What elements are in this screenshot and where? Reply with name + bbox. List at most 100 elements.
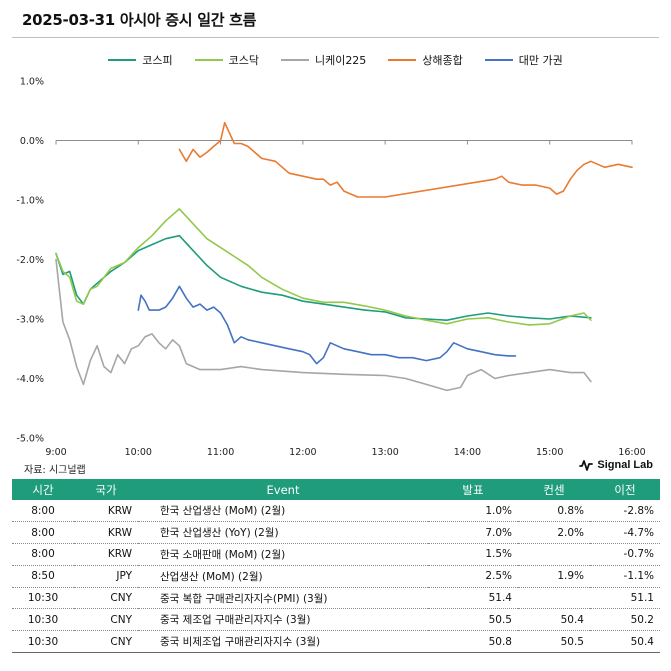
cell-event: 한국 산업생산 (YoY) (2월)	[138, 521, 428, 545]
legend-swatch-kosdaq	[194, 59, 223, 61]
cell-previous: 51.1	[590, 587, 660, 610]
cell-actual: 51.4	[428, 587, 518, 610]
x-tick-label: 14:00	[454, 447, 481, 458]
series-line-nikkei	[55, 258, 592, 392]
legend-item-kospi: 코스피	[108, 52, 173, 68]
cell-country: CNY	[74, 630, 138, 654]
y-tick-label: -5.0%	[16, 434, 44, 445]
x-tick-label: 13:00	[371, 447, 398, 458]
signal-wave-icon	[579, 460, 594, 471]
col-previous: 이전	[590, 479, 660, 500]
cell-event: 중국 비제조업 구매관리자지수 (3월)	[138, 630, 428, 654]
cell-previous: -1.1%	[590, 565, 660, 588]
title-divider	[12, 37, 659, 38]
cell-event: 중국 제조업 구매관리자지수 (3월)	[138, 608, 428, 632]
cell-time: 8:00	[12, 543, 74, 566]
legend-item-nikkei: 니케이225	[280, 52, 367, 68]
x-tick-label: 11:00	[207, 447, 234, 458]
table-row: 10:30 CNY 중국 복합 구매관리자지수(PMI) (3월) 51.4 51.1	[12, 587, 660, 610]
y-tick-label: 0.0%	[20, 136, 44, 147]
cell-previous: 50.4	[590, 630, 660, 654]
x-tick-label: 10:00	[125, 447, 152, 458]
cell-event: 한국 산업생산 (MoM) (2월)	[138, 500, 428, 523]
table-row: 8:00 KRW 한국 산업생산 (MoM) (2월) 1.0% 0.8% -2.8%	[12, 500, 660, 523]
cell-time: 10:30	[12, 608, 74, 632]
legend-swatch-shanghai	[388, 59, 417, 61]
cell-time: 8:50	[12, 565, 74, 588]
cell-consensus: 50.4	[518, 608, 590, 632]
cell-previous: -4.7%	[590, 521, 660, 545]
legend-label-kospi: 코스피	[142, 54, 173, 67]
brand-logo: Signal Lab	[579, 459, 653, 471]
cell-previous: -0.7%	[590, 543, 660, 566]
col-consensus: 컨센	[518, 479, 590, 500]
cell-country: KRW	[74, 543, 138, 566]
y-tick-label: -3.0%	[16, 315, 44, 326]
table-row: 10:30 CNY 중국 비제조업 구매관리자지수 (3월) 50.8 50.5 50.4	[12, 630, 660, 654]
cell-consensus: 1.9%	[518, 565, 590, 588]
y-tick-label: -4.0%	[16, 374, 44, 385]
legend-label-taiwan: 대만 가권	[518, 54, 563, 67]
cell-actual: 50.8	[428, 630, 518, 654]
x-tick-label: 12:00	[289, 447, 316, 458]
legend-item-taiwan: 대만 가권	[484, 52, 563, 68]
cell-time: 10:30	[12, 630, 74, 654]
economic-calendar-table: 시간 국가 Event 발표 컨센 이전 8:00 KRW 한국 산업생산 (MoM…	[12, 479, 660, 654]
col-event: Event	[138, 479, 428, 500]
y-tick-label: -2.0%	[16, 255, 44, 266]
cell-country: CNY	[74, 587, 138, 610]
cell-actual: 1.0%	[428, 500, 518, 523]
brand-name: Signal Lab	[597, 459, 653, 471]
series-line-kosdaq	[55, 208, 592, 326]
cell-actual: 50.5	[428, 608, 518, 632]
cell-actual: 2.5%	[428, 565, 518, 588]
table-row: 10:30 CNY 중국 제조업 구매관리자지수 (3월) 50.5 50.4 50.2	[12, 608, 660, 632]
legend-swatch-kospi	[108, 59, 137, 61]
y-tick-label: -1.0%	[16, 196, 44, 207]
cell-consensus	[518, 543, 590, 566]
cell-actual: 1.5%	[428, 543, 518, 566]
legend-swatch-taiwan	[484, 59, 513, 61]
cell-consensus	[518, 587, 590, 610]
legend-swatch-nikkei	[280, 59, 309, 61]
cell-event: 중국 복합 구매관리자지수(PMI) (3월)	[138, 587, 428, 610]
cell-country: KRW	[74, 500, 138, 523]
cell-consensus: 50.5	[518, 630, 590, 654]
page-title: 2025-03-31 아시아 증시 일간 흐름	[22, 11, 257, 29]
cell-event: 산업생산 (MoM) (2월)	[138, 565, 428, 588]
cell-previous: 50.2	[590, 608, 660, 632]
cell-country: JPY	[74, 565, 138, 588]
legend-item-shanghai: 상해종합	[388, 52, 463, 68]
table-row: 8:00 KRW 한국 산업생산 (YoY) (2월) 7.0% 2.0% -4.7%	[12, 521, 660, 545]
legend-item-kosdaq: 코스닥	[194, 52, 259, 68]
cell-actual: 7.0%	[428, 521, 518, 545]
cell-previous: -2.8%	[590, 500, 660, 523]
series-line-kospi	[55, 234, 592, 321]
cell-consensus: 2.0%	[518, 521, 590, 545]
series-line-shanghai	[178, 121, 633, 198]
source-note: 자료: 시그널랩	[24, 465, 86, 476]
col-actual: 발표	[428, 479, 518, 500]
chart-legend: 코스피 코스닥 니케이225 상해종합 대만 가권	[0, 52, 671, 68]
cell-consensus: 0.8%	[518, 500, 590, 523]
table-row: 8:50 JPY 산업생산 (MoM) (2월) 2.5% 1.9% -1.1%	[12, 565, 660, 588]
series-line-taiwan	[137, 285, 517, 365]
cell-country: CNY	[74, 608, 138, 632]
table-row: 8:00 KRW 한국 소매판매 (MoM) (2월) 1.5% -0.7%	[12, 543, 660, 566]
cell-time: 8:00	[12, 500, 74, 523]
x-tick-label: 16:00	[618, 447, 645, 458]
legend-label-kosdaq: 코스닥	[228, 54, 259, 67]
legend-label-shanghai: 상해종합	[422, 54, 463, 67]
legend-label-nikkei: 니케이225	[314, 54, 367, 67]
x-tick-label: 9:00	[45, 447, 66, 458]
x-tick-label: 15:00	[536, 447, 563, 458]
col-time: 시간	[12, 479, 74, 500]
cell-time: 8:00	[12, 521, 74, 545]
col-country: 국가	[74, 479, 138, 500]
y-tick-label: 1.0%	[20, 77, 44, 88]
line-chart: 1.0% 0.0% -1.0% -2.0% -3.0% -4.0% -5.0%9:00 10:…	[16, 77, 645, 459]
cell-country: KRW	[74, 521, 138, 545]
cell-event: 한국 소매판매 (MoM) (2월)	[138, 543, 428, 566]
cell-time: 10:30	[12, 587, 74, 610]
table-header-row: 시간 국가 Event 발표 컨센 이전	[12, 479, 660, 500]
